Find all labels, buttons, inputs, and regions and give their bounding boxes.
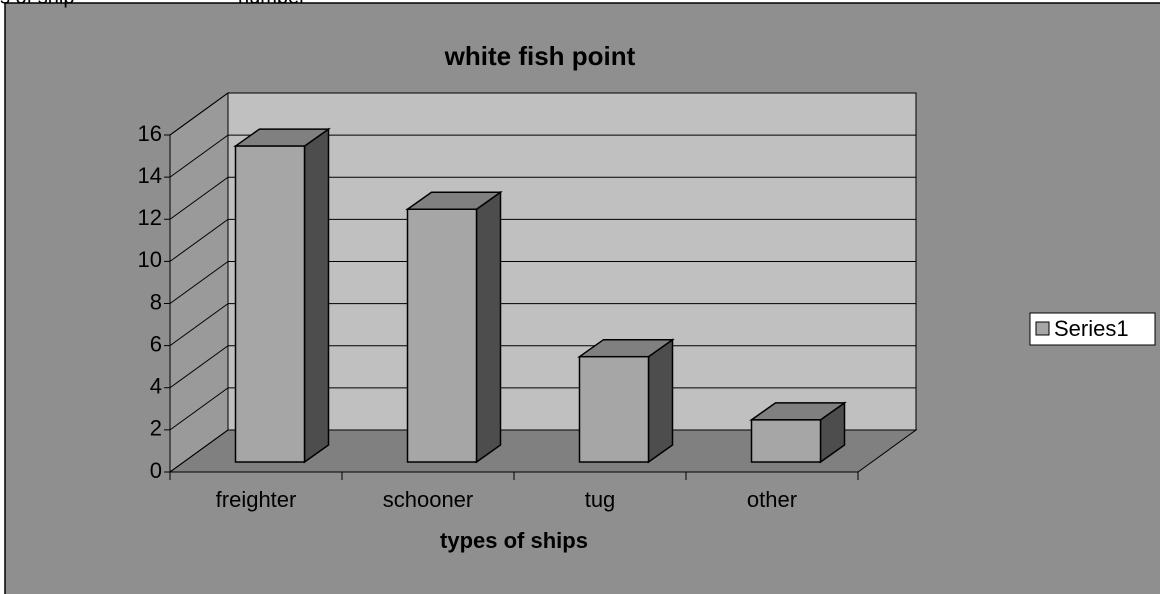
cell-text: s of ship bbox=[0, 0, 74, 8]
bar bbox=[406, 208, 478, 463]
grid-line bbox=[169, 303, 229, 347]
grid-line bbox=[169, 92, 229, 136]
y-tick-label: 16 bbox=[138, 121, 162, 146]
y-tick-label: 2 bbox=[150, 416, 162, 441]
y-tick-label: 0 bbox=[150, 458, 162, 483]
grid-line bbox=[169, 176, 229, 220]
y-tick-label: 10 bbox=[138, 247, 162, 272]
y-tick-label: 14 bbox=[138, 163, 162, 188]
y-tick-label: 8 bbox=[150, 289, 162, 314]
grid-line bbox=[169, 218, 229, 262]
bar bbox=[234, 145, 306, 463]
grid-line bbox=[169, 429, 229, 473]
grid-line bbox=[169, 261, 229, 304]
grid-line bbox=[169, 345, 229, 389]
x-tick-label: tug bbox=[585, 487, 616, 512]
bar bbox=[578, 355, 650, 463]
x-tick-label: other bbox=[747, 487, 797, 512]
grid-line bbox=[169, 134, 229, 178]
bar-side bbox=[303, 127, 330, 464]
x-axis-title: types of ships bbox=[440, 528, 588, 553]
x-tick-label: freighter bbox=[216, 487, 297, 512]
cell-text: number bbox=[238, 0, 306, 8]
chart-title: white fish point bbox=[444, 41, 636, 71]
legend-swatch bbox=[1035, 321, 1050, 336]
bar bbox=[750, 419, 822, 463]
grid-line bbox=[169, 387, 229, 431]
y-tick-label: 4 bbox=[150, 374, 162, 399]
bar-side bbox=[475, 190, 502, 464]
y-tick-label: 6 bbox=[150, 331, 162, 356]
legend-box bbox=[1029, 312, 1156, 346]
legend-label: Series1 bbox=[1054, 316, 1129, 341]
y-tick-label: 12 bbox=[138, 205, 162, 230]
bar-side bbox=[647, 338, 674, 464]
x-tick-label: schooner bbox=[383, 487, 474, 512]
